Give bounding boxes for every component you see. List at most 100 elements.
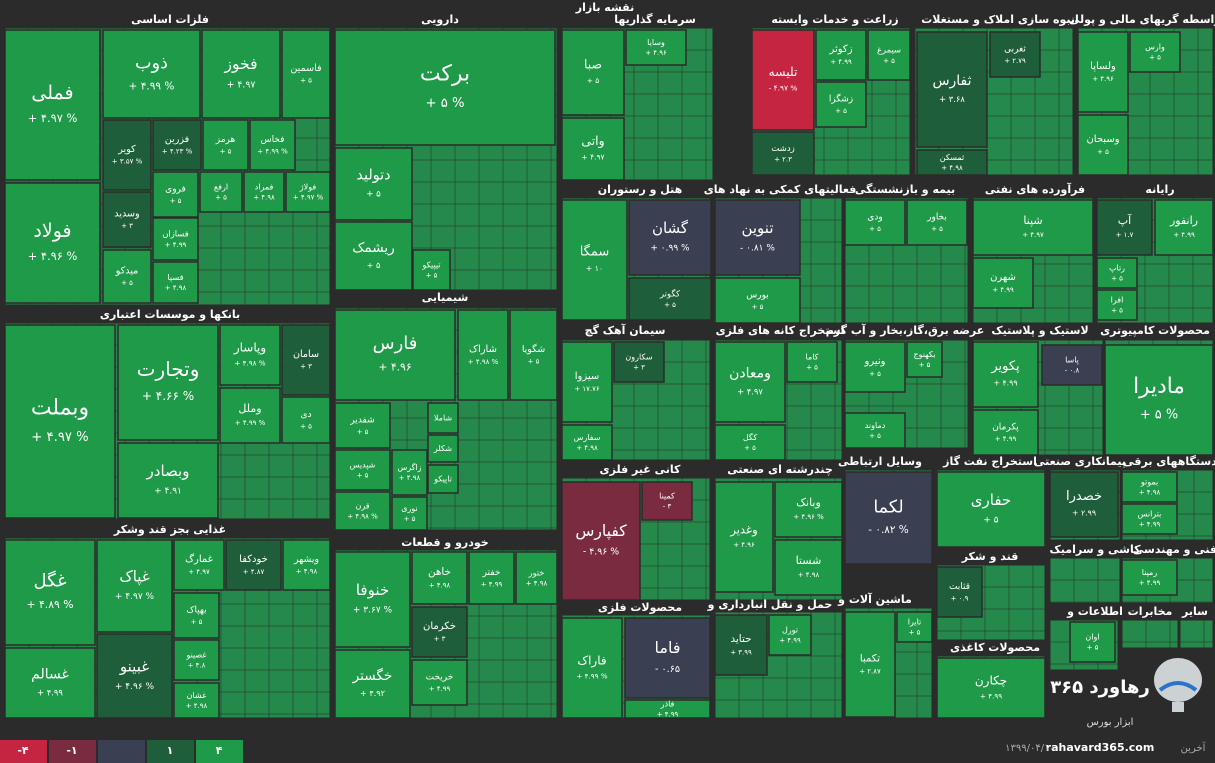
tile[interactable]: تلیسه - ۴.۹۷ % bbox=[751, 29, 815, 131]
tile[interactable]: دماوند + ۵ bbox=[844, 412, 906, 449]
tile[interactable]: سفارس + ۴.۹۸ bbox=[561, 424, 613, 461]
tile[interactable]: وبملت + ۴.۹۷ % bbox=[4, 324, 116, 519]
tile[interactable]: شپدیس + ۵ bbox=[334, 449, 391, 491]
tile[interactable]: وارس + ۵ bbox=[1129, 31, 1181, 73]
tile[interactable]: غمارگ + ۴.۹۷ bbox=[173, 539, 225, 591]
tile[interactable]: رتاپ + ۵ bbox=[1096, 257, 1138, 289]
tile[interactable]: ذوب + ۴.۹۹ % bbox=[102, 29, 201, 119]
tile[interactable]: وبانک + ۴.۹۶ % bbox=[774, 481, 843, 538]
tile[interactable]: خنوفا + ۳.۶۷ % bbox=[334, 551, 411, 648]
tile[interactable]: هرمز + ۵ bbox=[202, 119, 249, 171]
tile[interactable]: برکت + ۵ % bbox=[334, 29, 556, 146]
tile[interactable]: شهرن + ۴.۹۹ bbox=[972, 257, 1034, 309]
tile[interactable]: زشگزا + ۵ bbox=[815, 81, 867, 128]
tile[interactable]: کگوتر + ۵ bbox=[628, 277, 712, 321]
tile[interactable]: پکرمان + ۴.۹۹ bbox=[972, 409, 1039, 456]
tile[interactable]: ولساپا + ۴.۹۶ bbox=[1077, 31, 1129, 113]
tile[interactable]: ثفارس + ۳.۶۸ bbox=[916, 31, 988, 148]
tile[interactable]: رمپنا + ۴.۹۹ bbox=[1121, 559, 1178, 596]
tile[interactable]: سمگا + ۱۰ bbox=[561, 199, 628, 321]
tile[interactable]: فاسمین + ۵ bbox=[281, 29, 331, 119]
tile[interactable]: ونیرو + ۵ bbox=[844, 341, 906, 393]
tile[interactable]: بورس + ۵ bbox=[714, 277, 801, 324]
tile[interactable]: شکلر bbox=[427, 434, 459, 463]
tile[interactable]: بهپاک + ۵ bbox=[173, 592, 220, 639]
tile[interactable]: ریشمک + ۵ bbox=[334, 221, 413, 291]
tile[interactable]: فمراد + ۴.۹۸ bbox=[243, 171, 285, 213]
tile[interactable]: صبا + ۵ bbox=[561, 29, 625, 116]
tile[interactable]: دی + ۵ bbox=[281, 396, 331, 444]
tile[interactable]: شگویا + ۵ bbox=[509, 309, 558, 401]
tile[interactable]: وتجارت + ۴.۶۶ % bbox=[117, 324, 219, 441]
tile[interactable]: ثغربی + ۲.۷۹ bbox=[989, 31, 1041, 78]
tile[interactable]: فارس + ۴.۹۶ bbox=[334, 309, 456, 401]
tile[interactable]: واتی + ۴.۹۷ bbox=[561, 117, 625, 181]
tile[interactable]: خگستر + ۴.۹۲ bbox=[334, 649, 411, 719]
tile[interactable]: وملل + ۴.۹۹ % bbox=[219, 387, 281, 444]
tile[interactable]: غشان + ۴.۹۸ bbox=[173, 682, 220, 719]
tile[interactable]: فخاس + ۴.۹۹ % bbox=[249, 119, 296, 171]
tile[interactable]: افرا + ۵ bbox=[1096, 289, 1138, 321]
tile[interactable]: خصدرا + ۲.۹۹ bbox=[1049, 471, 1119, 538]
tile[interactable]: شپنا + ۴.۹۷ bbox=[972, 199, 1094, 256]
tile[interactable]: دتولید + ۵ bbox=[334, 147, 413, 221]
tile[interactable]: تاپیکو bbox=[427, 464, 459, 494]
tile[interactable]: کاما + ۵ bbox=[786, 341, 838, 383]
tile[interactable]: اوان + ۵ bbox=[1069, 621, 1116, 663]
tile[interactable]: خکرمان + ۳ bbox=[411, 606, 468, 658]
tile[interactable]: کمینا - ۳ bbox=[641, 481, 693, 521]
tile[interactable]: فولاد + ۴.۹۶ % bbox=[4, 182, 101, 304]
tile[interactable]: ویشهر + ۴.۹۸ bbox=[282, 539, 331, 591]
tile[interactable]: کگل + ۵ bbox=[714, 424, 786, 461]
tile[interactable]: فملی + ۴.۹۷ % bbox=[4, 29, 101, 181]
tile[interactable]: گشان + ۰.۹۹ % bbox=[628, 199, 712, 276]
tile[interactable]: ارفع + ۵ bbox=[199, 171, 243, 213]
tile[interactable]: چکارن + ۴.۹۹ bbox=[936, 657, 1046, 719]
tile[interactable]: سامان + ۳ bbox=[281, 324, 331, 396]
tile[interactable]: وسایا + ۴.۹۶ bbox=[625, 29, 687, 66]
tile[interactable]: فاما - ۰.۶۵ bbox=[624, 617, 711, 699]
tile[interactable]: وپاسار + ۴.۹۸ % bbox=[219, 324, 281, 386]
tile[interactable]: شاملا bbox=[427, 402, 459, 434]
tile[interactable]: وغدیر + ۴.۹۶ bbox=[714, 481, 774, 593]
tile[interactable]: غگل + ۴.۸۹ % bbox=[4, 539, 96, 646]
tile[interactable]: پاسا - ۰.۸ bbox=[1041, 344, 1103, 386]
tile[interactable]: فاذر + ۴.۹۹ bbox=[624, 699, 711, 719]
tile[interactable]: وسدید + ۳ bbox=[102, 191, 152, 248]
tile[interactable]: تنوین - ۰.۸۱ % bbox=[714, 199, 801, 276]
tile[interactable]: میدکو + ۵ bbox=[102, 249, 152, 304]
tile[interactable]: بترانس + ۴.۹۹ bbox=[1121, 503, 1178, 535]
tile[interactable]: وبصادر + ۴.۹۱ bbox=[117, 442, 219, 519]
tile[interactable]: رانفور + ۴.۹۹ bbox=[1154, 199, 1214, 256]
tile[interactable]: غپاک + ۴.۹۷ % bbox=[96, 539, 173, 633]
tile[interactable]: وسبحان + ۵ bbox=[1077, 114, 1129, 176]
tile[interactable]: خفتر + ۴.۹۹ bbox=[468, 551, 515, 605]
tile[interactable]: حفاری + ۵ bbox=[936, 471, 1046, 548]
tile[interactable]: شفدیر + ۵ bbox=[334, 402, 391, 449]
tile[interactable]: ومعادن + ۴.۹۷ bbox=[714, 341, 786, 423]
tile[interactable]: شاراک + ۴.۹۸ % bbox=[457, 309, 509, 401]
tile[interactable]: تکمبا + ۲.۸۷ bbox=[844, 611, 896, 718]
tile[interactable]: سیزوا + ۱۷.۷۶ bbox=[561, 341, 613, 423]
tile[interactable]: کفپارس - ۴.۹۶ % bbox=[561, 481, 641, 601]
tile[interactable]: فاراک + ۴.۹۹ % bbox=[561, 617, 623, 719]
tile[interactable]: فزرین + ۴.۲۳ % bbox=[152, 119, 202, 171]
tile[interactable]: تایرا + ۵ bbox=[896, 611, 933, 643]
tile[interactable]: سکارون + ۳ bbox=[613, 341, 665, 383]
tile[interactable]: تورل + ۴.۹۹ bbox=[768, 614, 812, 656]
tile[interactable]: قرن + ۴.۹۸ % bbox=[334, 491, 391, 531]
tile[interactable]: ماديرا + ۵ % bbox=[1104, 344, 1214, 456]
tile[interactable]: زاگرس + ۴.۹۸ bbox=[391, 449, 428, 496]
tile[interactable]: غسالم + ۴.۹۹ bbox=[4, 647, 96, 719]
tile[interactable]: خاهن + ۴.۹۸ bbox=[411, 551, 468, 605]
tile[interactable]: فسپا + ۴.۹۸ bbox=[152, 261, 199, 304]
tile[interactable]: بموتو + ۴.۹۸ bbox=[1121, 471, 1178, 503]
tile[interactable]: بکهنوج + ۵ bbox=[906, 341, 943, 378]
tile[interactable]: فخوز + ۴.۹۷ bbox=[201, 29, 281, 119]
tile[interactable]: غصینو + ۴.۸ bbox=[173, 639, 220, 681]
tile[interactable]: فولاژ + ۴.۹۷ % bbox=[285, 171, 331, 213]
tile[interactable]: نوری + ۵ bbox=[391, 496, 428, 531]
tile[interactable]: شستا + ۴.۹۸ bbox=[774, 539, 843, 596]
tile[interactable]: فسازان + ۴.۹۹ bbox=[152, 217, 199, 261]
tile[interactable]: زکوثر + ۴.۹۹ bbox=[815, 29, 867, 81]
